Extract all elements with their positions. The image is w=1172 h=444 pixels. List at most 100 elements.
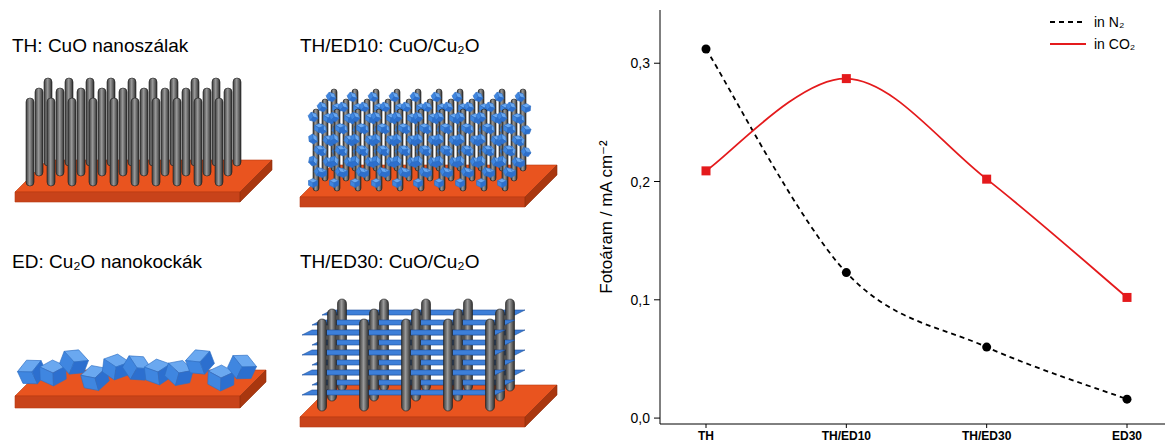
nanowire: [233, 78, 241, 166]
nanocube: [391, 133, 403, 145]
nanocube: [314, 123, 324, 133]
cube-face: [319, 126, 324, 133]
cube-face: [460, 181, 465, 188]
nanocube: [334, 144, 346, 156]
y-tick-label: 0,0: [631, 410, 651, 426]
marker: [842, 268, 851, 277]
nanocubes-ed: [15, 345, 260, 394]
cube-face: [403, 126, 408, 133]
x-tick: [846, 424, 847, 428]
nanocube: [370, 111, 383, 124]
nanowire: [26, 98, 34, 186]
panel-label: ED: Cu₂O nanokockák: [12, 251, 203, 272]
cube-face: [401, 148, 408, 156]
cube-face: [331, 115, 339, 123]
cube-face: [393, 138, 401, 145]
nanocube: [418, 144, 430, 156]
nanowire: [194, 98, 202, 186]
nanocube: [355, 144, 367, 156]
cube-face: [352, 115, 360, 123]
nanocube: [481, 166, 494, 179]
cube-face: [418, 181, 423, 188]
nanocube: [454, 155, 465, 166]
x-tick: [706, 424, 707, 428]
nanocube: [370, 133, 382, 145]
cube-face: [403, 105, 411, 113]
nanocube: [349, 155, 360, 166]
nanowire: [486, 319, 495, 411]
substrate-side: [525, 385, 557, 427]
nanocube: [307, 133, 319, 145]
nanowire: [182, 88, 190, 176]
marker: [982, 175, 991, 184]
cube-face: [144, 366, 159, 387]
cube-face: [508, 105, 516, 113]
cube-face: [505, 170, 513, 178]
cube-face: [481, 181, 486, 188]
nanocube: [349, 111, 362, 124]
panel-label: TH/ED10: CuO/Cu₂O: [300, 35, 479, 56]
nanocube: [372, 179, 381, 188]
cube-face: [463, 170, 471, 178]
nanocube: [477, 179, 486, 188]
cube-face: [485, 148, 492, 156]
legend-label: in N₂: [1094, 14, 1124, 30]
cube-face: [393, 160, 401, 166]
substrate: [300, 385, 557, 427]
cube-face: [397, 181, 402, 188]
cube-face: [330, 138, 338, 145]
nanocube: [502, 144, 514, 156]
nanowire: [47, 98, 55, 186]
nanocube: [475, 155, 486, 166]
nanocube: [512, 113, 522, 123]
cube-face: [475, 95, 483, 103]
marker: [1123, 395, 1132, 404]
legend-label: in CO₂: [1094, 36, 1135, 52]
nanocube: [439, 166, 452, 179]
nanocube: [460, 166, 473, 179]
cube-face: [456, 181, 461, 188]
cube-face: [508, 126, 513, 133]
cube-face: [340, 126, 345, 133]
nanocube: [307, 155, 318, 166]
nanowire: [360, 319, 369, 411]
cube-face: [382, 105, 390, 113]
nanocube: [370, 155, 381, 166]
nanocube: [398, 123, 408, 133]
nanocube: [391, 155, 402, 166]
nanowire: [203, 88, 211, 176]
nanowire: [173, 98, 181, 186]
cube-face: [340, 105, 348, 113]
cube-face: [517, 116, 522, 123]
nanocube: [355, 166, 368, 179]
cube-face: [313, 181, 318, 188]
cube-face: [351, 138, 359, 145]
nanowire: [161, 88, 169, 176]
cube-face: [359, 148, 366, 156]
nanocube: [328, 155, 339, 166]
nanowire: [318, 319, 327, 411]
nanowire: [110, 98, 118, 186]
cube-face: [351, 181, 356, 188]
nanowire: [98, 88, 106, 176]
substrate-top: [300, 385, 557, 417]
cube-face: [496, 95, 504, 103]
nanocube: [496, 133, 508, 145]
nanowire: [140, 88, 148, 176]
x-tick-label: TH/ED10: [822, 429, 872, 443]
marker: [982, 343, 991, 352]
cube-face: [484, 170, 492, 178]
nanowires-th-ed30: [302, 299, 525, 411]
nanowire: [152, 98, 160, 186]
legend: in N₂ in CO₂: [1050, 14, 1135, 52]
nanocube: [351, 179, 360, 188]
nanocube: [393, 179, 402, 188]
cube-face: [499, 115, 507, 123]
nanocube: [307, 111, 320, 124]
cube-face: [524, 128, 531, 136]
y-axis-title: Fotoáram / mA cm⁻²: [597, 140, 616, 294]
plot-area: [702, 45, 1132, 404]
nanowire: [131, 98, 139, 186]
marker: [1123, 293, 1132, 302]
cube-face: [309, 160, 317, 166]
